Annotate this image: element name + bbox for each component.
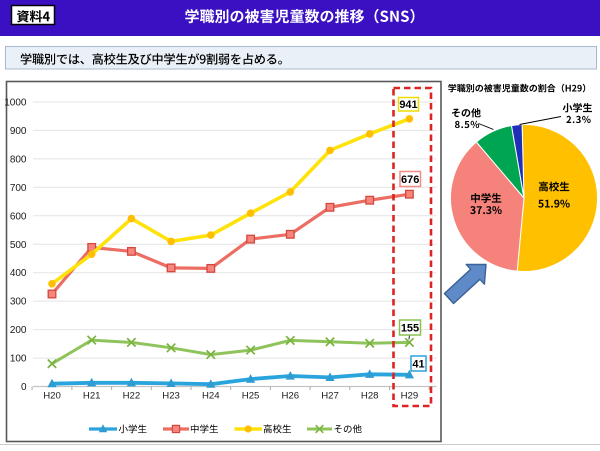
svg-text:H28: H28 — [361, 391, 379, 402]
svg-text:H22: H22 — [123, 391, 141, 402]
svg-text:H21: H21 — [83, 391, 101, 402]
svg-text:900: 900 — [10, 126, 27, 137]
svg-text:H24: H24 — [202, 391, 220, 402]
svg-text:600: 600 — [10, 211, 27, 222]
svg-text:H23: H23 — [162, 391, 180, 402]
svg-text:676: 676 — [401, 174, 419, 186]
svg-text:H25: H25 — [242, 391, 260, 402]
svg-text:H20: H20 — [43, 391, 61, 402]
svg-text:H26: H26 — [281, 391, 299, 402]
svg-text:1000: 1000 — [4, 98, 27, 109]
svg-text:155: 155 — [401, 322, 419, 334]
svg-text:200: 200 — [10, 325, 27, 336]
svg-text:0: 0 — [21, 382, 27, 393]
svg-text:800: 800 — [10, 154, 27, 165]
svg-text:400: 400 — [10, 268, 27, 279]
svg-text:H27: H27 — [321, 391, 339, 402]
svg-text:500: 500 — [10, 240, 27, 251]
svg-text:41: 41 — [412, 358, 424, 370]
svg-text:100: 100 — [10, 354, 27, 365]
svg-text:700: 700 — [10, 183, 27, 194]
svg-text:H29: H29 — [401, 391, 419, 402]
svg-text:300: 300 — [10, 297, 27, 308]
svg-text:941: 941 — [399, 99, 417, 111]
